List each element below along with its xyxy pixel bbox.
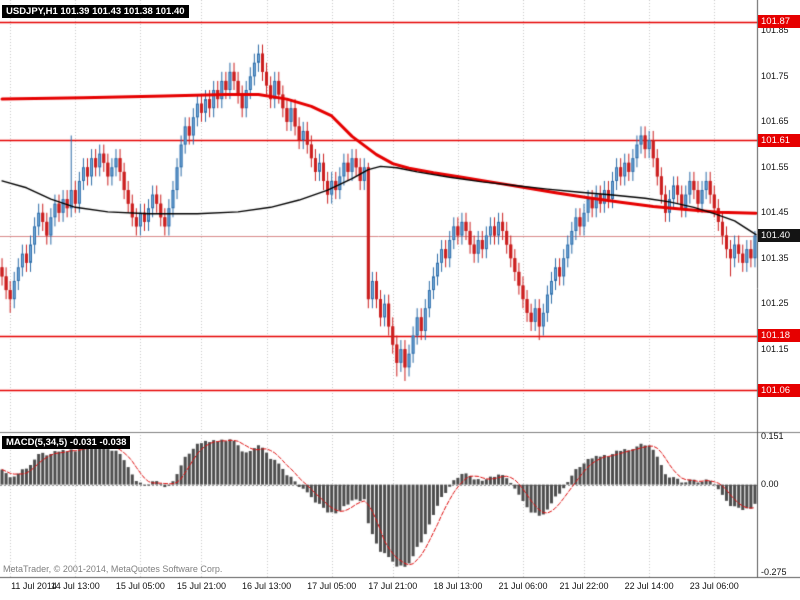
price-level-badge: 101.40 [758, 229, 800, 242]
price-axis[interactable]: 101.85 101.75 101.65 101.55 101.45 101.35 101.… [758, 0, 800, 600]
time-axis-label: 11 Jul 2014 [11, 581, 57, 591]
price-tick-label: 101.45 [761, 207, 789, 218]
macd-indicator-label: MACD(5,34,5) -0.031 -0.038 [2, 436, 131, 449]
macd-scale-label: 0.00 [761, 479, 779, 490]
time-axis-label: 15 Jul 21:00 [176, 581, 226, 591]
time-axis-label: 17 Jul 05:00 [307, 581, 357, 591]
time-axis-label: 21 Jul 06:00 [498, 581, 548, 591]
symbol-ohlc-label: USDJPY,H1 101.39 101.43 101.38 101.40 [2, 5, 189, 18]
price-tick-label: 101.25 [761, 298, 789, 309]
time-axis-label: 16 Jul 13:00 [242, 581, 292, 591]
price-tick-label: 101.75 [761, 70, 789, 81]
price-tick-label: 101.85 [761, 25, 789, 36]
main-price-pane[interactable] [0, 0, 757, 431]
macd-scale-label: -0.275 [761, 566, 787, 577]
price-level-badge: 101.06 [758, 383, 800, 397]
time-axis-label: 22 Jul 14:00 [624, 581, 674, 591]
macd-indicator-pane[interactable] [0, 433, 757, 577]
price-level-badge: 101.87 [758, 15, 800, 29]
time-axis[interactable]: 11 Jul 2014 14 Jul 13:00 15 Jul 05:00 15 Ju… [0, 578, 758, 600]
time-axis-label: 15 Jul 05:00 [115, 581, 165, 591]
price-tick-label: 101.55 [761, 161, 789, 172]
time-axis-label: 18 Jul 13:00 [433, 581, 483, 591]
price-tick-label: 101.15 [761, 343, 789, 354]
price-tick-label: 101.35 [761, 252, 789, 263]
price-level-badge: 101.18 [758, 329, 800, 343]
copyright-text: MetaTrader, © 2001-2014, MetaQuotes Soft… [3, 564, 223, 574]
price-level-badge: 101.61 [758, 133, 800, 147]
macd-scale-label: 0.151 [761, 431, 784, 441]
time-axis-label: 21 Jul 22:00 [559, 581, 609, 591]
time-axis-label: 14 Jul 13:00 [50, 581, 100, 591]
time-axis-label: 23 Jul 06:00 [689, 581, 739, 591]
price-tick-label: 101.65 [761, 116, 789, 127]
time-axis-label: 17 Jul 21:00 [368, 581, 418, 591]
